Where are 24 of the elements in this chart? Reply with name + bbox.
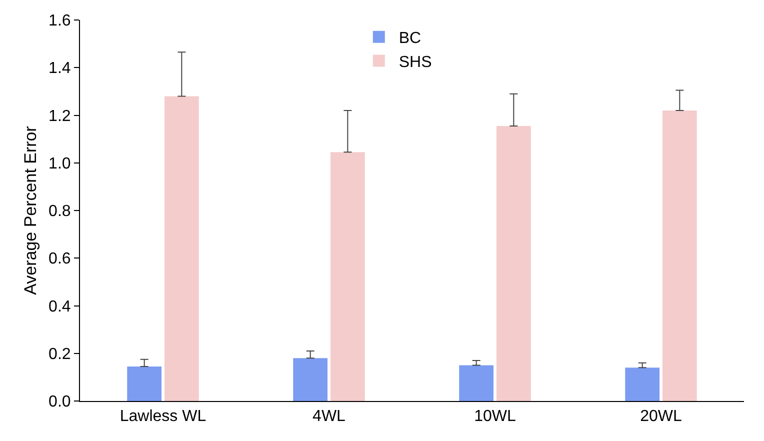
bar — [459, 365, 494, 401]
bar — [330, 152, 365, 401]
x-tick-label: 10WL — [474, 408, 516, 426]
legend-label: SHS — [398, 54, 432, 71]
y-tick-label: 1.2 — [48, 108, 71, 125]
x-tick-label: 4WL — [312, 408, 346, 426]
y-tick-label: 0.2 — [48, 346, 71, 363]
y-tick-label: 0.6 — [48, 250, 71, 268]
bar — [662, 110, 697, 401]
bar — [127, 366, 162, 401]
bar — [293, 358, 328, 401]
y-axis-title: Average Percent Error — [21, 126, 40, 295]
bar — [625, 368, 660, 401]
bar — [496, 126, 531, 401]
y-tick-label: 1.0 — [48, 155, 71, 172]
y-tick-label: 0.4 — [48, 298, 71, 316]
y-tick-label: 1.4 — [48, 60, 71, 78]
y-tick-label: 0.8 — [48, 203, 71, 220]
legend-label: BC — [398, 30, 422, 48]
x-tick-label: 20WL — [640, 408, 682, 426]
bar — [164, 96, 199, 401]
y-tick-label: 0.0 — [48, 394, 71, 411]
x-tick-label: Lawless WL — [120, 408, 206, 426]
y-tick-label: 1.6 — [48, 12, 71, 30]
